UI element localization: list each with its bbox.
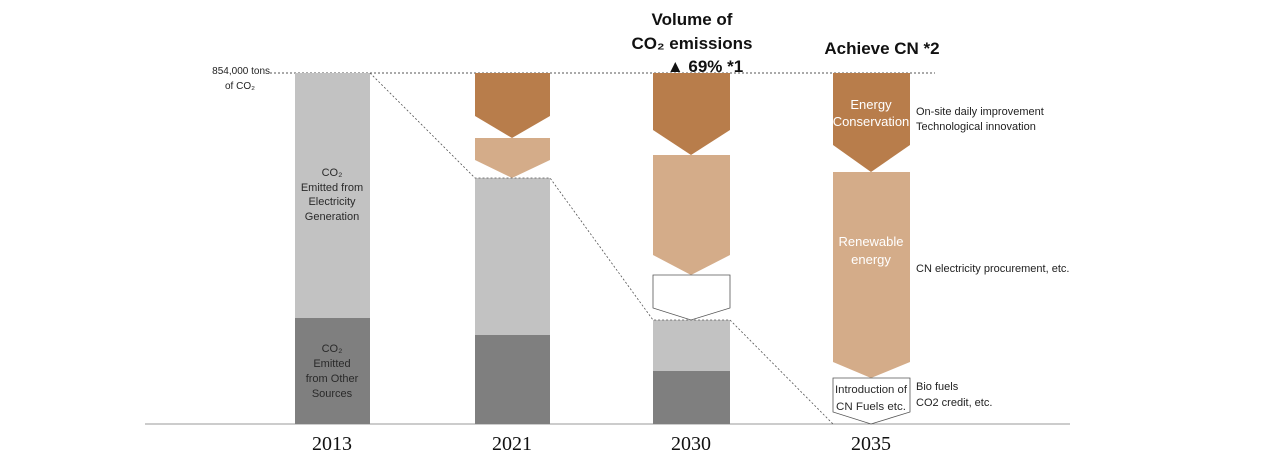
bar-2035-conservation bbox=[833, 73, 910, 172]
label-electricity-line1: CO₂ bbox=[322, 167, 343, 179]
bar-2030-other bbox=[653, 371, 730, 424]
bar-2030-cn-fuels bbox=[652, 274, 731, 321]
bar-2021-electricity bbox=[475, 178, 550, 335]
headline-2030-line1: Volume of bbox=[652, 10, 733, 29]
bar-2021-other bbox=[475, 335, 550, 424]
label-cn-fuels-line2: CN Fuels etc. bbox=[836, 401, 906, 413]
bar-2030-electricity bbox=[653, 320, 730, 371]
label-conservation-line1: Energy bbox=[850, 97, 892, 112]
label-other-line4: Sources bbox=[312, 388, 353, 400]
baseline-label-line2: of CO₂ bbox=[225, 81, 255, 92]
bar-2035-renewable bbox=[833, 172, 910, 378]
label-electricity-line2: Emitted from bbox=[301, 182, 363, 194]
note-conservation-line2: Technological innovation bbox=[916, 121, 1036, 133]
year-label-2021: 2021 bbox=[492, 433, 532, 455]
headline-2035: Achieve CN *2 bbox=[824, 39, 939, 58]
bar-2035-cn-fuels bbox=[832, 377, 911, 425]
label-renewable-line2: energy bbox=[851, 252, 891, 267]
note-fuels-line2: CO2 credit, etc. bbox=[916, 397, 992, 409]
label-other-line2: Emitted bbox=[313, 358, 350, 370]
label-conservation-line2: Conservation bbox=[833, 114, 910, 129]
bar-2030-renewable bbox=[653, 155, 730, 275]
bar-2021-renewable bbox=[475, 138, 550, 178]
year-label-2035: 2035 bbox=[851, 433, 891, 455]
year-label-2013: 2013 bbox=[312, 433, 352, 455]
headline-2030-line2: CO₂ emissions bbox=[632, 34, 753, 53]
label-electricity-line4: Generation bbox=[305, 211, 359, 223]
note-conservation-line1: On-site daily improvement bbox=[916, 106, 1044, 118]
headline-2030-line3: ▲ 69% *1 bbox=[667, 57, 743, 76]
bar-2021-conservation bbox=[475, 73, 550, 138]
bar-2013-other bbox=[295, 318, 370, 424]
note-fuels-line1: Bio fuels bbox=[916, 381, 959, 393]
label-electricity-line3: Electricity bbox=[308, 196, 356, 208]
label-cn-fuels-line1: Introduction of bbox=[835, 384, 908, 396]
bar-2013-electricity bbox=[295, 73, 370, 318]
bar-2030-conservation bbox=[653, 73, 730, 155]
label-other-line1: CO₂ bbox=[322, 343, 343, 355]
year-label-2030: 2030 bbox=[671, 433, 711, 455]
label-other-line3: from Other bbox=[306, 373, 359, 385]
baseline-label-line1: 854,000 tons bbox=[212, 66, 270, 77]
trend-dotted-line bbox=[369, 72, 834, 425]
label-renewable-line1: Renewable bbox=[838, 234, 903, 249]
note-renewable: CN electricity procurement, etc. bbox=[916, 263, 1069, 275]
